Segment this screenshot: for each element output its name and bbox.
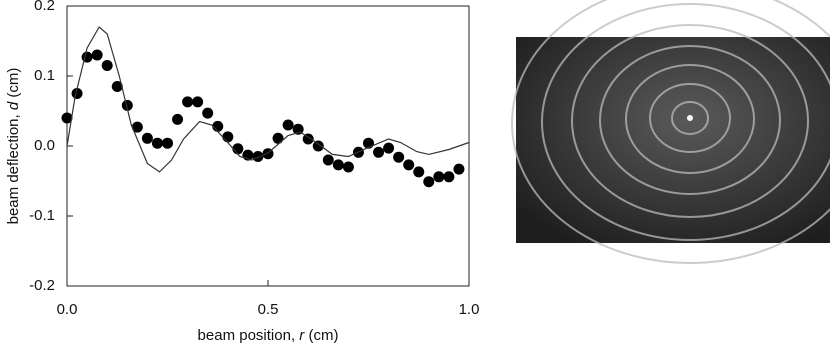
data-point bbox=[131, 121, 143, 133]
data-point bbox=[111, 81, 123, 92]
data-point bbox=[202, 107, 214, 119]
data-point bbox=[433, 171, 445, 183]
data-point bbox=[332, 159, 344, 171]
data-point bbox=[312, 140, 324, 152]
data-point bbox=[172, 113, 184, 125]
data-point bbox=[162, 137, 173, 149]
data-point bbox=[443, 171, 455, 183]
data-point bbox=[121, 99, 133, 111]
data-point bbox=[403, 159, 415, 171]
x-tick-label: 1.0 bbox=[459, 301, 480, 318]
data-point bbox=[71, 88, 83, 99]
x-tick-label: 0.0 bbox=[57, 301, 78, 318]
y-tick-label: 0.2 bbox=[34, 0, 55, 14]
data-point bbox=[413, 166, 425, 178]
data-point bbox=[222, 131, 234, 143]
data-point bbox=[383, 142, 395, 154]
y-tick-label: 0.1 bbox=[34, 67, 55, 84]
data-point bbox=[91, 49, 103, 61]
data-point bbox=[342, 161, 354, 173]
data-point bbox=[81, 51, 93, 63]
x-tick-label: 0.5 bbox=[258, 301, 279, 318]
data-point bbox=[423, 176, 435, 188]
y-tick-label: -0.1 bbox=[29, 207, 55, 224]
data-point bbox=[322, 154, 334, 166]
data-point bbox=[212, 120, 224, 132]
data-point bbox=[252, 151, 264, 162]
y-axis-label: beam deflection, d (cm) bbox=[5, 68, 22, 225]
data-point bbox=[272, 132, 284, 144]
data-point bbox=[302, 133, 314, 145]
data-point bbox=[373, 146, 385, 158]
ring-photo bbox=[511, 0, 830, 264]
plot-frame bbox=[66, 5, 470, 287]
data-point bbox=[393, 151, 405, 163]
y-tick-label: 0.0 bbox=[34, 137, 55, 154]
data-point bbox=[453, 163, 465, 175]
data-point bbox=[282, 119, 294, 131]
data-point bbox=[192, 96, 204, 108]
y-tick-label: -0.2 bbox=[29, 277, 55, 294]
data-point bbox=[61, 112, 73, 124]
data-point bbox=[151, 137, 163, 149]
data-point bbox=[141, 132, 153, 144]
theory-line bbox=[66, 26, 470, 173]
data-point bbox=[182, 96, 194, 108]
x-axis-label: beam position, r (cm) bbox=[198, 327, 339, 344]
data-point bbox=[101, 60, 113, 71]
